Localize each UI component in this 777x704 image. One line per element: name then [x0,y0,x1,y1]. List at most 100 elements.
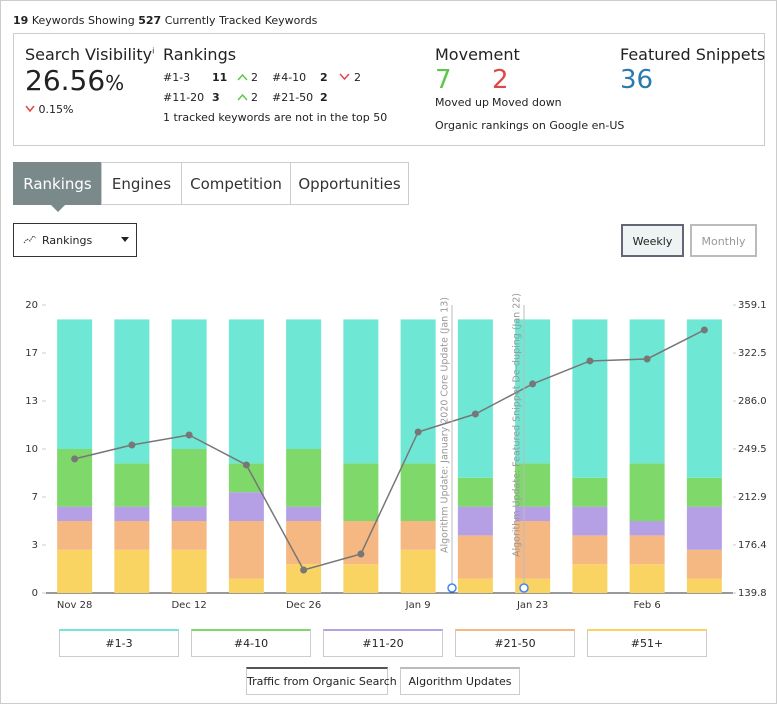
moved-down: 2 [492,65,509,95]
rank-count: 2 [320,71,328,84]
bar-segment [572,564,608,593]
bar-segment [457,535,493,579]
up-arrow [237,93,248,101]
toggle[interactable]: Weekly [621,224,684,257]
traffic-point [586,357,594,365]
annotation-label: Algorithm Update: Featured Snippet De-du… [512,293,523,557]
y2-tick-label: 322.5 [738,348,767,359]
tab[interactable]: Competition [181,162,291,205]
traffic-line [74,329,705,571]
tab[interactable]: Opportunities [290,162,409,205]
bar-segment [114,549,150,593]
bar-segment [686,506,722,550]
bar-segment [57,549,93,593]
tracked-text: Currently Tracked Keywords [164,14,318,27]
up-arrow [237,73,248,81]
bar-segment [515,521,551,579]
change: 0.15% [38,103,74,116]
rank-count: 3 [212,91,220,104]
traffic-point [71,455,79,463]
legend-item[interactable]: #4-10 [191,629,311,657]
bar-segment [114,506,150,521]
bar-segment [57,319,93,449]
keyword-count: 19 [13,14,29,27]
bar-segment [457,319,493,478]
bar-segment [171,449,207,507]
legend-item[interactable]: #21-50 [455,629,575,657]
x-tick-label: Dec 26 [286,600,321,611]
snippets-title: Featured Snippets [620,45,766,64]
traffic-point [185,431,193,439]
dropdown[interactable]: Rankings [13,223,137,257]
tab[interactable]: Engines [101,162,182,205]
visibility-change: 0.15% [25,103,73,116]
bar-segment [171,319,207,449]
bar-segment [572,319,608,478]
bar-segment [686,578,722,593]
y2-tick-label: 212.9 [738,492,767,503]
bar-segment [457,578,493,593]
legend-item[interactable]: #11-20 [323,629,443,657]
bar-segment [286,506,322,521]
bar-segment [457,506,493,536]
legend-item[interactable]: Algorithm Updates [400,667,520,695]
traffic-point [300,566,308,574]
rank-count: 2 [320,91,328,104]
bar-segment [228,492,264,521]
bar-segment [57,506,93,521]
rank-label: #21-50 [272,91,314,104]
y-tick-label: 0 [32,588,38,599]
bar-segment [629,319,665,464]
bar-segment [228,319,264,464]
y-tick-label: 10 [25,444,38,455]
down-arrow [339,73,350,81]
x-tick-label: Jan 9 [405,600,431,611]
bar-segment [572,477,608,507]
rankings-note: 1 tracked keywords are not in the top 50 [163,111,388,124]
rank-change: 2 [251,71,258,84]
bar-segment [400,463,436,521]
tracked-count: 527 [138,14,162,27]
legend-item[interactable]: Traffic from Organic Search [246,667,397,695]
legend-item[interactable]: #51+ [587,629,707,657]
keyword-text: Keywords Showing [31,14,135,27]
bar-segment [686,477,722,507]
chart-icon [23,235,37,244]
y2-tick-label: 139.8 [738,588,767,599]
bar-segment [457,477,493,507]
bar-segment [114,521,150,550]
summary-box [13,33,765,146]
x-tick-label: Feb 6 [634,600,661,611]
rank-label: #1-3 [163,71,191,84]
y2-tick-label: 249.5 [738,444,767,455]
bar-segment [171,549,207,593]
bar-segment [286,319,322,449]
legend-item[interactable]: #1-3 [59,629,179,657]
toggle[interactable]: Monthly [690,224,757,257]
y-tick-label: 3 [32,540,38,551]
y-tick-label: 7 [32,492,38,503]
traffic-point [529,380,537,388]
tab[interactable]: Rankings [13,162,102,205]
bar-segment [400,521,436,550]
unit: % [105,71,125,95]
x-tick-label: Dec 12 [171,600,206,611]
bar-segment [629,535,665,565]
dropdown-label: Rankings [42,234,93,247]
bar-segment [515,319,551,464]
info: i [152,46,155,56]
moved-up-label: Moved up [435,96,489,109]
traffic-point [242,461,250,469]
bar-segment [629,463,665,521]
snippets-value: 36 [620,65,654,95]
y-tick-label: 17 [25,348,38,359]
down-arrow [25,105,35,113]
bar-segment [400,549,436,593]
movement-title: Movement [435,45,520,64]
bar-segment [686,549,722,579]
y2-tick-label: 176.4 [738,540,767,551]
rank-count: 11 [212,71,228,84]
rank-label: #4-10 [272,71,307,84]
rank-change: 2 [354,71,361,84]
